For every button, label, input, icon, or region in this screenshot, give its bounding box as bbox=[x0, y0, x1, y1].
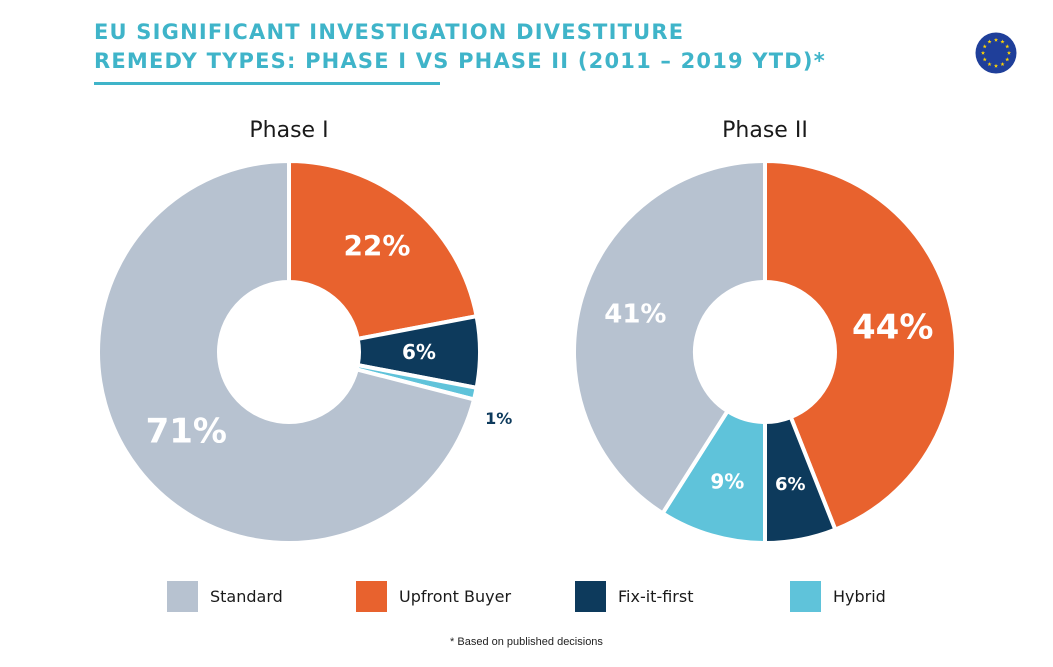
legend-label-hybrid: Hybrid bbox=[833, 586, 886, 606]
flag-star-icon bbox=[987, 62, 992, 67]
legend: Standard Upfront Buyer Fix-it-first Hybr… bbox=[0, 580, 1053, 612]
flag-star-icon bbox=[1000, 39, 1005, 44]
legend-item-hybrid: Hybrid bbox=[790, 580, 886, 612]
title-line-1: EU SIGNIFICANT INVESTIGATION DIVESTITURE bbox=[94, 20, 685, 44]
chart-title-phase-2: Phase II bbox=[722, 118, 808, 143]
legend-item-fix-it-first: Fix-it-first bbox=[575, 580, 693, 612]
flag-star-icon bbox=[1005, 57, 1010, 62]
legend-swatch-upfront-buyer bbox=[356, 580, 387, 612]
legend-item-upfront-buyer: Upfront Buyer bbox=[356, 580, 511, 612]
legend-label-fix-it-first: Fix-it-first bbox=[618, 586, 694, 606]
legend-swatch-standard bbox=[167, 580, 198, 612]
flag-star-icon bbox=[980, 50, 986, 55]
flag-star-icon bbox=[993, 37, 999, 42]
chart-title: EU SIGNIFICANT INVESTIGATION DIVESTITURE… bbox=[94, 18, 954, 76]
slice-phase-2-upfront-buyer bbox=[763, 158, 958, 533]
flag-star-icon bbox=[1006, 50, 1012, 55]
flag-star-icon bbox=[982, 57, 987, 62]
chart-title-phase-1: Phase I bbox=[249, 118, 328, 143]
slice-phase-2-standard bbox=[572, 158, 767, 517]
legend-label-standard: Standard bbox=[210, 586, 283, 606]
flag-star-icon bbox=[1005, 44, 1010, 49]
slice-phase-1-standard bbox=[96, 158, 477, 545]
slice-label-phase-2-standard: 41% bbox=[604, 299, 666, 329]
slice-label-phase-1-hybrid: 1% bbox=[485, 409, 512, 428]
flag-star-icon bbox=[1000, 62, 1005, 67]
title-line-2: REMEDY TYPES: PHASE I VS PHASE II (2011 … bbox=[94, 49, 826, 73]
slice-phase-1-upfront-buyer bbox=[287, 158, 479, 342]
legend-item-standard: Standard bbox=[167, 580, 283, 612]
slice-label-phase-1-upfront-buyer: 22% bbox=[343, 229, 410, 262]
legend-label-upfront-buyer: Upfront Buyer bbox=[399, 586, 512, 606]
legend-swatch-hybrid bbox=[790, 580, 821, 612]
legend-swatch-fix-it-first bbox=[575, 580, 606, 612]
flag-star-icon bbox=[982, 44, 987, 49]
title-underline bbox=[94, 82, 440, 85]
eu-flag-icon bbox=[975, 32, 1017, 74]
footnote: * Based on published decisions bbox=[450, 636, 603, 648]
slice-label-phase-2-hybrid: 9% bbox=[710, 470, 744, 494]
slice-label-phase-2-fix-it-first: 6% bbox=[775, 474, 806, 495]
flag-star-icon bbox=[993, 63, 999, 68]
flag-star-icon bbox=[987, 39, 992, 44]
slice-label-phase-1-standard: 71% bbox=[146, 412, 227, 452]
slice-label-phase-2-upfront-buyer: 44% bbox=[852, 308, 933, 348]
charts-area: Phase I 22% 6% 1% 71% Phase II 44% 6% 9% 41% bbox=[96, 118, 958, 546]
slice-label-phase-1-fix-it-first: 6% bbox=[402, 340, 436, 364]
